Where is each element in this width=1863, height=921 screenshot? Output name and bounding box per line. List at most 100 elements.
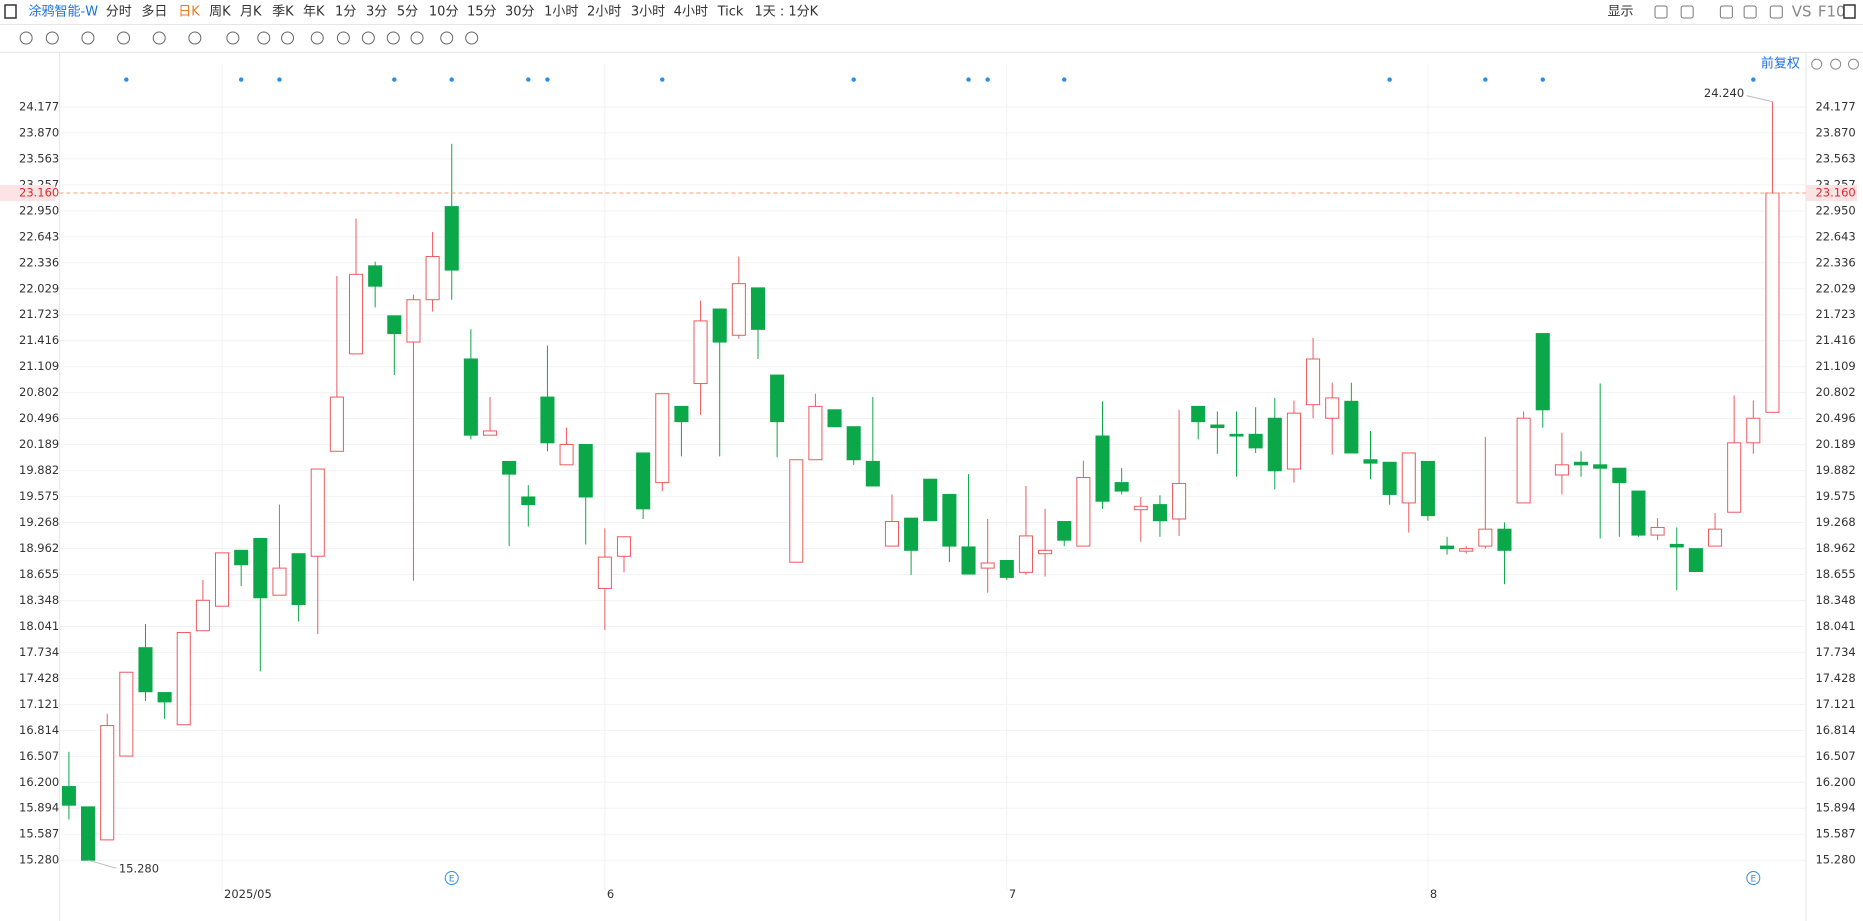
toolbar-right[interactable]: 显示 (1608, 5, 1634, 20)
candle-body[interactable] (1459, 548, 1474, 552)
panel-icon[interactable] (4, 4, 17, 19)
drawing-tool[interactable] (310, 31, 324, 45)
candle-body[interactable] (1267, 417, 1282, 472)
toolbar-icon[interactable] (1743, 5, 1757, 19)
event-dot[interactable] (277, 77, 282, 82)
candle-body[interactable] (1210, 424, 1225, 429)
candle-body[interactable] (348, 273, 364, 355)
symbol-name[interactable]: 涂鸦智能-W (29, 4, 99, 20)
event-icon-label[interactable]: E (1750, 875, 1756, 885)
candle-body[interactable] (368, 265, 383, 287)
candle-body[interactable] (1114, 482, 1129, 492)
drawing-tool[interactable] (226, 31, 240, 45)
event-dot[interactable] (1540, 77, 1545, 82)
candle-body[interactable] (81, 806, 96, 861)
period-tab[interactable]: 日K (178, 5, 200, 20)
event-icon[interactable] (1746, 871, 1761, 886)
period-tab[interactable]: 1天 : 1分K (754, 5, 818, 20)
period-tab[interactable]: Tick (717, 5, 744, 20)
drawing-tool[interactable] (386, 31, 400, 45)
candle-body[interactable] (1076, 477, 1091, 547)
candle-body[interactable] (195, 599, 210, 632)
candle-body[interactable] (1440, 545, 1455, 550)
candle-body[interactable] (1018, 535, 1033, 573)
event-dot[interactable] (1062, 77, 1067, 82)
candle-body[interactable] (1344, 400, 1359, 454)
toolbar-icon[interactable] (1719, 5, 1733, 19)
period-tab[interactable]: 季K (272, 5, 294, 20)
candle-body[interactable] (942, 493, 957, 547)
period-tab[interactable]: 4小时 (674, 5, 708, 20)
candle-body[interactable] (846, 426, 861, 461)
candle-body[interactable] (1382, 461, 1397, 495)
event-dot[interactable] (526, 77, 531, 82)
candle-body[interactable] (1191, 405, 1206, 423)
candle-body[interactable] (1478, 528, 1493, 547)
period-tab[interactable]: 多日 (141, 4, 167, 20)
candle-body[interactable] (674, 405, 689, 423)
candle-body[interactable] (1554, 464, 1569, 476)
adjust-label[interactable]: 前复权 (1761, 56, 1800, 72)
drawing-tool[interactable] (440, 31, 454, 45)
event-dot[interactable] (1751, 77, 1756, 82)
candle-body[interactable] (272, 567, 287, 596)
candle-body[interactable] (119, 671, 134, 757)
candle-body[interactable] (865, 460, 880, 487)
event-dot[interactable] (660, 77, 665, 82)
candle-body[interactable] (1746, 417, 1761, 444)
period-tab[interactable]: 周K (209, 5, 231, 20)
candle-body[interactable] (827, 409, 842, 428)
candle-body[interactable] (444, 206, 459, 271)
candle-body[interactable] (291, 553, 306, 606)
toolbar-right[interactable]: F10 (1818, 3, 1846, 21)
candle-body[interactable] (406, 299, 421, 343)
drawing-tool[interactable] (281, 31, 295, 45)
event-dot[interactable] (545, 77, 550, 82)
period-tab[interactable]: 2小时 (587, 5, 621, 20)
period-tab[interactable]: 年K (303, 5, 325, 20)
drawing-tool[interactable] (361, 31, 375, 45)
event-dot[interactable] (449, 77, 454, 82)
drawing-tool[interactable] (152, 31, 166, 45)
period-tab[interactable]: 1小时 (544, 5, 578, 20)
zoom-icon[interactable] (1811, 58, 1823, 70)
candle-body[interactable] (655, 393, 670, 484)
candle-body[interactable] (1095, 435, 1110, 502)
drawing-tool[interactable] (410, 31, 424, 45)
candle-body[interactable] (138, 647, 153, 693)
candle-body[interactable] (1248, 433, 1263, 449)
toolbar-icon[interactable] (1769, 5, 1783, 19)
candle-body[interactable] (578, 443, 593, 498)
candle-body[interactable] (1497, 528, 1512, 551)
period-tab[interactable]: 30分 (505, 5, 535, 20)
candle-body[interactable] (1229, 433, 1244, 437)
candle-body[interactable] (1707, 528, 1723, 547)
candle-body[interactable] (1727, 442, 1742, 513)
candle-body[interactable] (904, 517, 919, 551)
candle-body[interactable] (559, 443, 574, 466)
event-dot[interactable] (966, 77, 971, 82)
candle-body[interactable] (329, 396, 344, 452)
event-dot[interactable] (851, 77, 856, 82)
candle-body[interactable] (1593, 464, 1608, 469)
period-tab[interactable]: 月K (240, 5, 262, 20)
period-tab[interactable]: 分时 (106, 5, 132, 20)
event-dot[interactable] (1483, 77, 1488, 82)
candle-body[interactable] (61, 786, 76, 806)
drawing-tool[interactable] (257, 31, 271, 45)
drawing-tool[interactable] (188, 31, 202, 45)
candle-body[interactable] (1363, 459, 1378, 464)
candle-body[interactable] (1172, 482, 1187, 520)
drawing-tool[interactable] (336, 31, 350, 45)
candle-body[interactable] (1057, 521, 1072, 541)
candle-body[interactable] (884, 521, 900, 547)
candle-body[interactable] (808, 405, 823, 461)
drawing-tool[interactable] (117, 31, 131, 45)
candle-body[interactable] (1765, 192, 1780, 413)
candle-body[interactable] (636, 452, 651, 510)
candle-body[interactable] (1650, 526, 1665, 536)
drawing-tool[interactable] (81, 31, 95, 45)
candle-body[interactable] (1688, 548, 1703, 572)
zoom-icon[interactable] (1847, 58, 1859, 70)
candle-body[interactable] (1401, 452, 1416, 504)
